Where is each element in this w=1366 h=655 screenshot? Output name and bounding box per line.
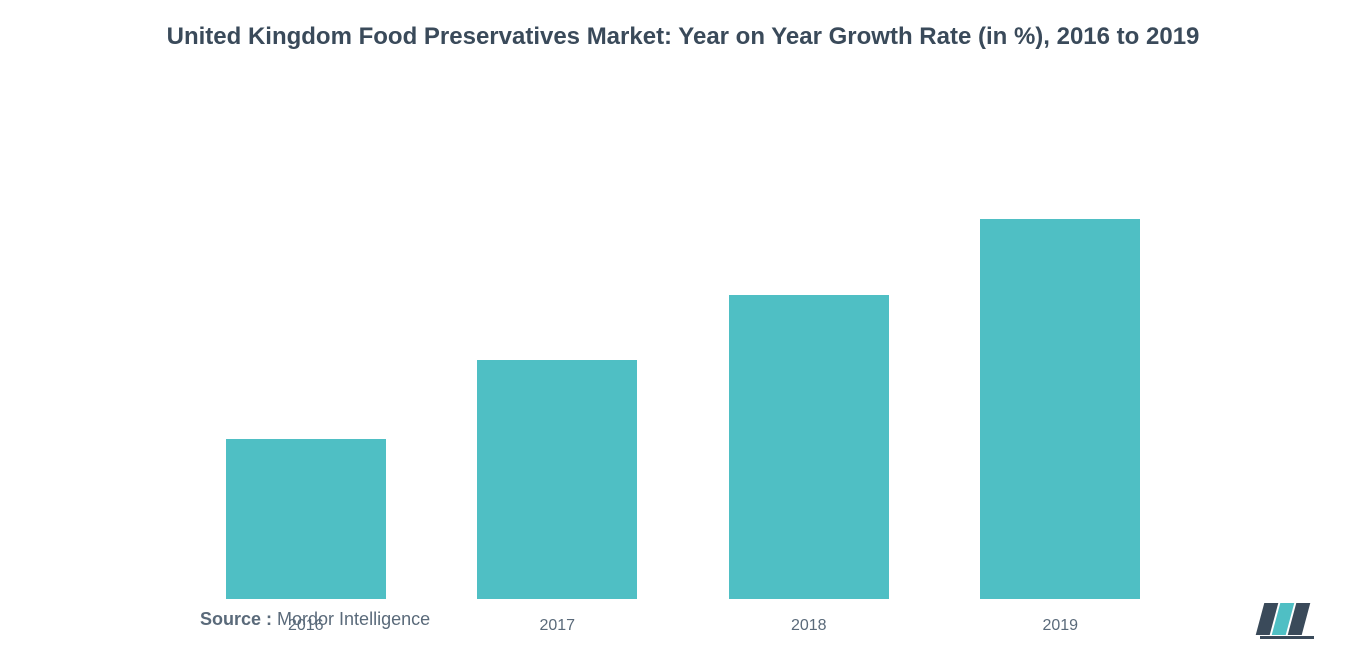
plot-area xyxy=(40,74,1326,609)
bar-group xyxy=(467,74,647,599)
bar-group xyxy=(216,74,396,599)
bar-group xyxy=(719,74,899,599)
mordor-logo-icon xyxy=(1260,603,1306,635)
bar-2019 xyxy=(980,219,1140,599)
logo-bars xyxy=(1260,603,1306,635)
logo-underline xyxy=(1260,636,1314,639)
source-label: Source : xyxy=(200,609,272,629)
bar-2018 xyxy=(729,295,889,599)
source-value: Mordor Intelligence xyxy=(272,609,430,629)
bar-2016 xyxy=(226,439,386,599)
bar-group xyxy=(970,74,1150,599)
footer: Source : Mordor Intelligence xyxy=(0,603,1366,635)
bar-2017 xyxy=(477,360,637,599)
source-line: Source : Mordor Intelligence xyxy=(200,609,430,630)
chart-title: United Kingdom Food Preservatives Market… xyxy=(40,20,1326,54)
chart-container: United Kingdom Food Preservatives Market… xyxy=(0,0,1366,655)
